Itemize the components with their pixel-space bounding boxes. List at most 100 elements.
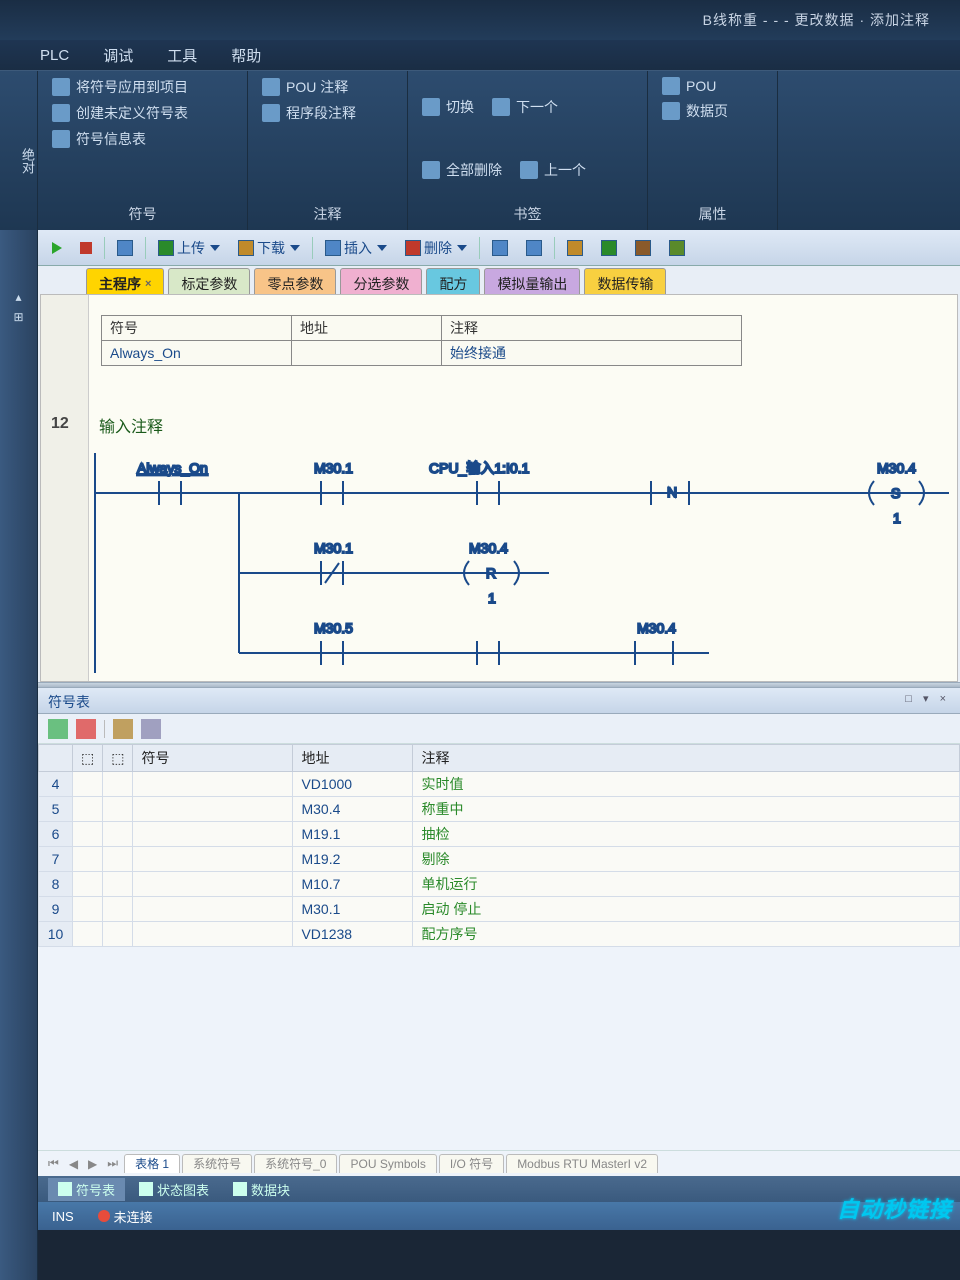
btn-data-page[interactable]: 数据页 (662, 101, 763, 121)
new-row-icon[interactable] (48, 719, 68, 739)
contact-button[interactable] (595, 238, 623, 258)
ribbon-group-comment: 注释 (262, 200, 393, 230)
sheet-next[interactable]: ▶ (84, 1157, 101, 1171)
data-tab-icon (233, 1182, 247, 1196)
monitor-icon (117, 240, 133, 256)
rung-comment[interactable]: 输入注释 (99, 413, 163, 437)
status-connection: 未连接 (98, 1207, 153, 1226)
sheet-tab-5[interactable]: Modbus RTU MasterI v2 (506, 1154, 658, 1173)
symhdr-address (292, 341, 442, 366)
delete-button[interactable]: 删除 (399, 236, 473, 260)
symbol-row[interactable]: 5M30.4称重中 (39, 797, 960, 822)
svg-text:Always_On: Always_On (137, 460, 208, 476)
ladder-svg: Always_On M30.1 CPU_输入1:I0.1 N M30.4 (89, 443, 958, 673)
menu-bar: PLC 调试 工具 帮助 (0, 40, 960, 70)
symbol-row[interactable]: 10VD1238配方序号 (39, 922, 960, 947)
menu-tools[interactable]: 工具 (167, 45, 197, 66)
misc1-button[interactable] (486, 238, 514, 258)
symbol-grid[interactable]: ⬚ ⬚ 符号 地址 注释 4VD1000实时值5M30.4称重中6M19.1抽检… (38, 744, 960, 1150)
svg-text:1: 1 (893, 510, 901, 526)
bottom-tab-data[interactable]: 数据块 (223, 1178, 300, 1201)
comment2-icon (262, 104, 280, 122)
run-button[interactable] (46, 240, 68, 256)
menu-help[interactable]: 帮助 (231, 45, 261, 66)
btn-symbol-info[interactable]: 符号信息表 (52, 129, 233, 149)
symbol-row[interactable]: 9M30.1启动 停止 (39, 897, 960, 922)
gutter-tree-icon[interactable]: ⊞ (0, 310, 37, 324)
symbol-row[interactable]: 8M10.7单机运行 (39, 872, 960, 897)
editor-tab-4[interactable]: 配方 (426, 268, 480, 294)
data-icon (662, 102, 680, 120)
upload-button[interactable]: 上传 (152, 236, 226, 260)
svg-text:M30.1: M30.1 (314, 460, 353, 476)
svg-text:CPU_输入1:I0.1: CPU_输入1:I0.1 (429, 460, 530, 476)
gutter-up-icon[interactable]: ▴ (0, 290, 37, 304)
symbol-row[interactable]: 6M19.1抽检 (39, 822, 960, 847)
btn-bookmark-prev[interactable]: 上一个 (520, 141, 586, 201)
bottom-tab-symbol[interactable]: 符号表 (48, 1178, 125, 1201)
svg-text:M30.4: M30.4 (637, 620, 676, 636)
svg-text:R: R (486, 565, 496, 581)
sheet-tab-2[interactable]: 系统符号_0 (254, 1154, 337, 1173)
ladder-editor[interactable]: 符号 地址 注释 Always_On 始终接通 12 输入注释 (40, 294, 958, 682)
monitor-button[interactable] (111, 238, 139, 258)
btn-bookmark-delall[interactable]: 全部删除 (422, 141, 502, 201)
symbol-row[interactable]: 4VD1000实时值 (39, 772, 960, 797)
ribbon: 绝对 将符号应用到项目 创建未定义符号表 符号信息表 符号 POU 注释 程序段… (0, 70, 960, 230)
editor-tab-0[interactable]: 主程序× (86, 268, 164, 294)
export-icon[interactable] (141, 719, 161, 739)
ribbon-group-props: 属性 (662, 200, 763, 230)
upload-icon (158, 240, 174, 256)
import-icon[interactable] (113, 719, 133, 739)
ribbon-absolute[interactable]: 绝对 (0, 71, 38, 230)
btn-apply-symbols[interactable]: 将符号应用到项目 (52, 77, 233, 97)
symbol-panel-title: 符号表 (48, 692, 90, 709)
os-taskbar (38, 1230, 960, 1280)
tab-close-icon[interactable]: × (145, 278, 151, 290)
svg-text:M30.4: M30.4 (877, 460, 916, 476)
btn-network-comment[interactable]: 程序段注释 (262, 103, 393, 123)
prev-icon (520, 161, 538, 179)
sheet-tabs: ⏮ ◀ ▶ ⏭ 表格 1系统符号系统符号_0POU SymbolsI/O 符号M… (38, 1150, 960, 1176)
branch-button[interactable] (561, 238, 589, 258)
editor-tab-5[interactable]: 模拟量输出 (484, 268, 580, 294)
sheet-tab-4[interactable]: I/O 符号 (439, 1154, 504, 1173)
btn-bookmark-toggle[interactable]: 切换 (422, 77, 474, 137)
misc2-button[interactable] (520, 238, 548, 258)
sheet-first[interactable]: ⏮ (44, 1156, 63, 1171)
sheet-tab-1[interactable]: 系统符号 (182, 1154, 252, 1173)
delete-icon (405, 240, 421, 256)
sheet-last[interactable]: ⏭ (103, 1156, 122, 1171)
coil-button[interactable] (629, 238, 657, 258)
btn-pou-prop[interactable]: POU (662, 77, 763, 95)
box-icon (669, 240, 685, 256)
svg-text:M30.5: M30.5 (314, 620, 353, 636)
ribbon-group-bookmark: 书签 (422, 200, 633, 230)
insert-button[interactable]: 插入 (319, 236, 393, 260)
bottom-tab-status[interactable]: 状态图表 (129, 1178, 219, 1201)
sheet-tab-0[interactable]: 表格 1 (124, 1154, 180, 1173)
panel-window-buttons[interactable]: □ ▾ × (905, 692, 950, 709)
symbol-tab-icon (58, 1182, 72, 1196)
del-row-icon[interactable] (76, 719, 96, 739)
editor-tab-6[interactable]: 数据传输 (584, 268, 666, 294)
editor-tab-1[interactable]: 标定参数 (168, 268, 250, 294)
menu-plc[interactable]: PLC (40, 47, 69, 64)
symbol-table-panel: 符号表 □ ▾ × ⬚ ⬚ 符号 (38, 688, 960, 1176)
comment-icon (262, 78, 280, 96)
watermark: 自动秒链接 (837, 1192, 952, 1224)
box-button[interactable] (663, 238, 691, 258)
sheet-tab-3[interactable]: POU Symbols (339, 1154, 436, 1173)
editor-tab-2[interactable]: 零点参数 (254, 268, 336, 294)
sheet-prev[interactable]: ◀ (65, 1157, 82, 1171)
svg-text:S: S (891, 485, 900, 501)
btn-pou-comment[interactable]: POU 注释 (262, 77, 393, 97)
download-button[interactable]: 下载 (232, 236, 306, 260)
misc2-icon (526, 240, 542, 256)
btn-create-undef[interactable]: 创建未定义符号表 (52, 103, 233, 123)
stop-button[interactable] (74, 240, 98, 256)
menu-debug[interactable]: 调试 (103, 45, 133, 66)
btn-bookmark-next[interactable]: 下一个 (492, 77, 558, 137)
symbol-row[interactable]: 7M19.2剔除 (39, 847, 960, 872)
editor-tab-3[interactable]: 分选参数 (340, 268, 422, 294)
